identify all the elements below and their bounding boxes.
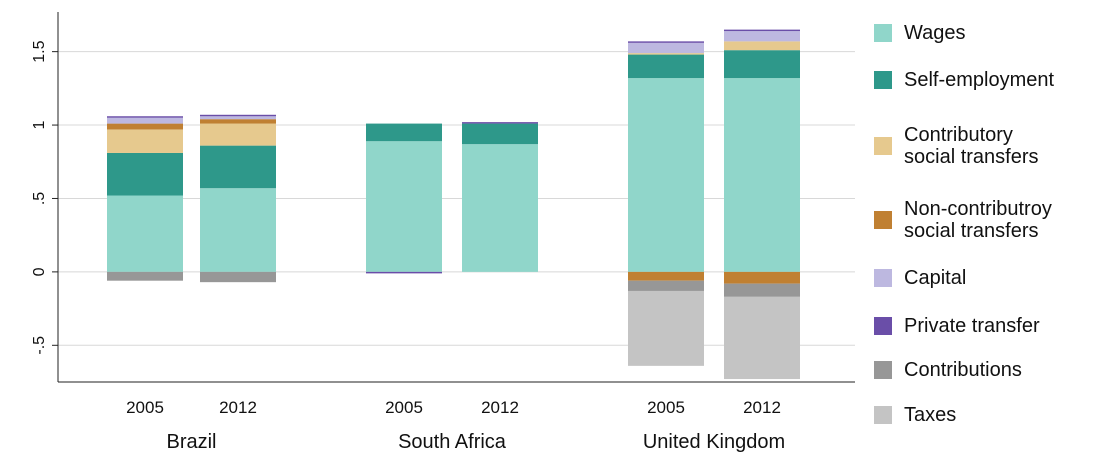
legend-item: Self-employment xyxy=(874,69,1054,91)
legend-label: Self-employment xyxy=(904,69,1055,91)
legend-swatch xyxy=(874,269,892,287)
bar-segment xyxy=(628,280,704,291)
legend-item: Taxes xyxy=(874,404,956,426)
bar-segment xyxy=(462,122,538,124)
legend-item: Non-contributroy social transfers xyxy=(874,198,1052,242)
bar-segment xyxy=(724,31,800,42)
legend-label: Contributory social transfers xyxy=(904,124,1039,168)
bar-segment xyxy=(366,123,442,142)
bar-segment xyxy=(200,114,276,117)
legend-item: Wages xyxy=(874,22,966,44)
bar-segment xyxy=(107,129,183,153)
legend-swatch xyxy=(874,137,892,155)
bar-segment xyxy=(628,290,704,366)
bar-segment xyxy=(724,283,800,297)
bar-segment xyxy=(724,78,800,272)
legend-label: Private transfer xyxy=(904,315,1040,337)
bar-segment xyxy=(628,54,704,79)
bar-segment xyxy=(628,53,704,55)
bar-segment xyxy=(724,41,800,51)
bar-segment xyxy=(628,42,704,54)
legend-swatch xyxy=(874,406,892,424)
x-group-label: Brazil xyxy=(166,431,216,453)
y-tick-label: -.5 xyxy=(31,336,48,355)
x-group-label: United Kingdom xyxy=(643,431,785,453)
bar-segment xyxy=(724,29,800,32)
y-tick-label: 0 xyxy=(31,267,48,276)
legend-item: Contributory social transfers xyxy=(874,124,1039,168)
x-tick-label: 2012 xyxy=(743,398,781,417)
bar-segment xyxy=(107,123,183,130)
legend-item: Capital xyxy=(874,267,966,289)
bar-segment xyxy=(107,195,183,272)
legend-item: Private transfer xyxy=(874,315,1040,337)
x-tick-label: 2005 xyxy=(385,398,423,417)
bar-segment xyxy=(107,152,183,196)
bar-segment xyxy=(724,296,800,380)
legend-label: Capital xyxy=(904,267,967,289)
bar-segment xyxy=(462,144,538,272)
bar-segment xyxy=(200,116,276,120)
bar-segment xyxy=(366,141,442,272)
bar-segment xyxy=(628,41,704,43)
legend-label: Wages xyxy=(904,22,966,44)
legend-label: Contributions xyxy=(904,359,1022,381)
x-tick-label: 2005 xyxy=(126,398,164,417)
bar-segment xyxy=(724,50,800,79)
legend-swatch xyxy=(874,71,892,89)
bar-segment xyxy=(107,117,183,124)
y-tick-label: 1.5 xyxy=(31,40,48,62)
bar-segment xyxy=(366,271,442,274)
bar-segment xyxy=(107,116,183,118)
bar-segment xyxy=(628,271,704,281)
legend-swatch xyxy=(874,361,892,379)
y-tick-label: 1 xyxy=(31,121,48,130)
x-tick-label: 2012 xyxy=(481,398,519,417)
legend-swatch xyxy=(874,211,892,229)
legend-label: Taxes xyxy=(904,404,957,426)
bar-segment xyxy=(200,119,276,124)
bar-segment xyxy=(200,123,276,146)
y-tick-label: .5 xyxy=(31,192,48,205)
legend-item: Contributions xyxy=(874,359,1022,381)
legend-label: Non-contributroy social transfers xyxy=(904,198,1052,242)
x-tick-label: 2005 xyxy=(647,398,685,417)
legend-swatch xyxy=(874,317,892,335)
bar-segment xyxy=(462,123,538,145)
bar-segment xyxy=(628,78,704,272)
x-group-label: South Africa xyxy=(398,431,507,453)
bar-segment xyxy=(107,271,183,281)
bar-segment xyxy=(200,145,276,189)
bar-segment xyxy=(200,188,276,272)
bar-segment xyxy=(200,271,276,283)
legend-swatch xyxy=(874,24,892,42)
bar-segment xyxy=(724,271,800,284)
x-tick-label: 2012 xyxy=(219,398,257,417)
